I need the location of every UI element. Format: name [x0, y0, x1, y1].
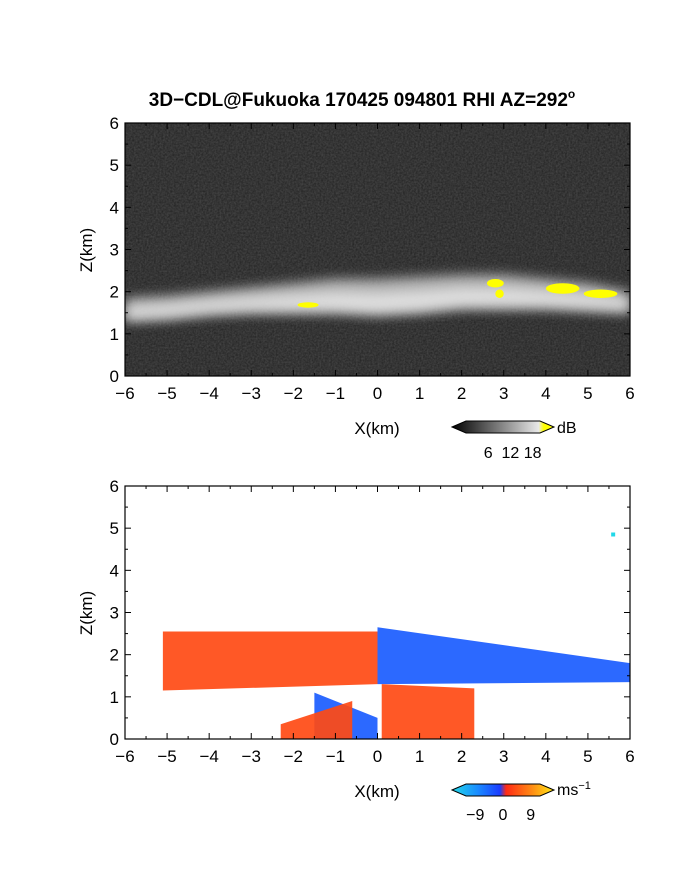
- velocity-colorbar-ticks: −9 0 9: [466, 807, 535, 824]
- x-tick-label: −6: [115, 384, 134, 403]
- chart-title-text: 3D−CDL@Fukuoka 170425 094801 RHI AZ=292: [149, 90, 568, 111]
- x-tick-label: 5: [583, 747, 592, 766]
- velocity-plot-background: [125, 486, 630, 739]
- velocity-y-axis-label: Z(km): [77, 591, 96, 635]
- x-tick-label: −2: [284, 747, 303, 766]
- high-backscatter-patch: [545, 283, 580, 294]
- y-tick-label: 1: [110, 688, 119, 707]
- high-backscatter-patch: [486, 279, 504, 288]
- colorbar-tick-label: 0: [499, 807, 508, 824]
- y-tick-label: 3: [110, 241, 119, 260]
- colorbar-tick-label: 6: [484, 445, 493, 462]
- velocity-regions: [162, 532, 630, 739]
- backscatter-colorbar-ticks: 6 12 18: [484, 445, 542, 462]
- backscatter-x-axis: −6 −5 −4 −3 −2 −1 0 1 2 3 4 5 6: [115, 123, 635, 403]
- velocity-region-positive: [381, 684, 475, 739]
- velocity-y-axis: 0 1 2 3 4 5 6: [110, 477, 630, 749]
- y-tick-label: 3: [110, 604, 119, 623]
- x-tick-label: 2: [457, 384, 466, 403]
- y-tick-label: 0: [110, 367, 119, 386]
- x-tick-label: −1: [326, 747, 345, 766]
- x-tick-label: 3: [499, 384, 508, 403]
- velocity-colorbar-unit-exponent: −1: [578, 780, 591, 792]
- y-tick-label: 1: [110, 325, 119, 344]
- chart-title: 3D−CDL@Fukuoka 170425 094801 RHI AZ=292o: [149, 87, 576, 111]
- velocity-x-axis: −6 −5 −4 −3 −2 −1 0 1 2 3 4 5 6: [115, 486, 635, 766]
- y-tick-label: 6: [110, 114, 119, 133]
- colorbar-tick-label: 12: [502, 445, 520, 462]
- x-tick-label: −3: [242, 747, 261, 766]
- x-tick-label: −1: [326, 384, 345, 403]
- high-backscatter-patch: [297, 302, 319, 308]
- colorbar-tick-label: 9: [526, 807, 535, 824]
- high-backscatter-patches: [297, 279, 618, 308]
- x-tick-label: 4: [541, 384, 550, 403]
- title-degree-symbol: o: [568, 87, 575, 101]
- x-tick-label: 5: [583, 384, 592, 403]
- x-tick-label: −3: [242, 384, 261, 403]
- x-tick-label: 6: [625, 747, 634, 766]
- y-tick-label: 6: [110, 477, 119, 496]
- backscatter-colorbar-bar: [450, 420, 556, 434]
- colorbar-tick-label: −9: [466, 807, 484, 824]
- velocity-region-negative: [377, 627, 630, 685]
- x-tick-label: −4: [199, 384, 218, 403]
- y-tick-label: 0: [110, 730, 119, 749]
- x-tick-label: −2: [284, 384, 303, 403]
- velocity-colorbar-unit: ms−1: [557, 780, 591, 799]
- aerosol-layer-core: [125, 288, 630, 320]
- backscatter-y-axis-label: Z(km): [77, 228, 96, 272]
- x-tick-label: 1: [415, 384, 424, 403]
- backscatter-colorbar-unit: dB: [557, 420, 577, 437]
- x-tick-label: −5: [157, 384, 176, 403]
- x-tick-label: 1: [415, 747, 424, 766]
- y-tick-label: 2: [110, 646, 119, 665]
- velocity-colorbar-bar: [450, 783, 556, 797]
- backscatter-x-axis-label: X(km): [354, 419, 399, 438]
- velocity-isolated-point: [611, 532, 616, 537]
- backscatter-colorbar: 6 12 18 dB: [450, 420, 577, 462]
- x-tick-label: 0: [373, 747, 382, 766]
- high-backscatter-patch: [495, 289, 504, 298]
- backscatter-noise-texture: [125, 123, 630, 376]
- x-tick-label: −4: [199, 747, 218, 766]
- y-tick-label: 5: [110, 519, 119, 538]
- x-tick-label: 6: [625, 384, 634, 403]
- colorbar-tick-label: 18: [524, 445, 542, 462]
- x-tick-label: 2: [457, 747, 466, 766]
- x-tick-label: 0: [373, 384, 382, 403]
- backscatter-y-axis: 0 1 2 3 4 5 6: [110, 114, 630, 386]
- velocity-x-axis-label: X(km): [354, 782, 399, 801]
- y-tick-label: 5: [110, 156, 119, 175]
- high-backscatter-patch: [583, 289, 618, 298]
- x-tick-label: −5: [157, 747, 176, 766]
- y-tick-label: 2: [110, 283, 119, 302]
- y-tick-label: 4: [110, 561, 119, 580]
- velocity-colorbar-unit-base: ms: [557, 782, 578, 799]
- x-tick-label: −6: [115, 747, 134, 766]
- y-tick-label: 4: [110, 198, 119, 217]
- x-tick-label: 4: [541, 747, 550, 766]
- velocity-region-positive: [162, 631, 378, 691]
- x-tick-label: 3: [499, 747, 508, 766]
- velocity-region-positive: [280, 701, 353, 739]
- velocity-colorbar: −9 0 9 ms−1: [450, 780, 591, 824]
